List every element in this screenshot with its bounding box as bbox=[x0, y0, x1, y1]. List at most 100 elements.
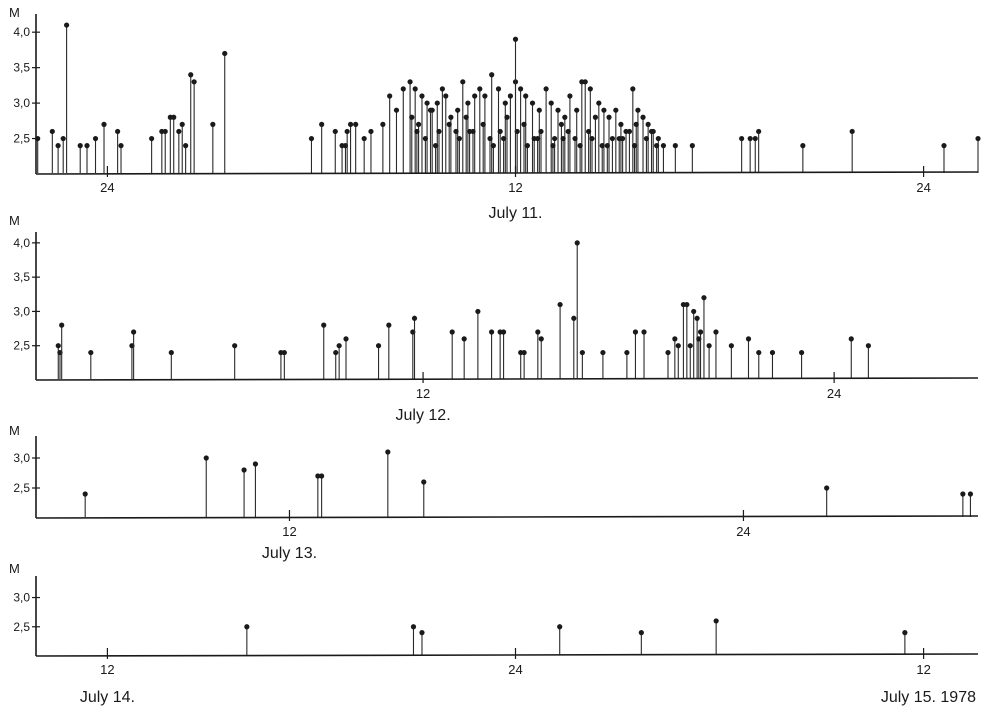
event-marker bbox=[504, 114, 510, 120]
event-marker bbox=[565, 128, 571, 135]
x-axis bbox=[35, 653, 979, 657]
event-marker bbox=[332, 128, 338, 135]
event-marker bbox=[149, 135, 155, 142]
event-marker bbox=[443, 93, 449, 99]
y-tick-label: 2,5 bbox=[13, 132, 30, 146]
event-marker bbox=[552, 135, 558, 142]
event-marker bbox=[967, 491, 974, 497]
stems bbox=[82, 449, 974, 517]
event-marker bbox=[422, 135, 428, 142]
event-marker bbox=[660, 143, 667, 149]
event-marker bbox=[449, 329, 455, 335]
panel-july-11: M 2,5 3,0 3,5 4,0 24 12 24 July 11. bbox=[9, 5, 981, 222]
event-marker bbox=[648, 128, 655, 135]
event-marker bbox=[691, 308, 697, 315]
y-tick-label: 3,0 bbox=[13, 96, 30, 110]
event-marker bbox=[567, 93, 573, 99]
event-marker bbox=[368, 128, 374, 135]
event-marker bbox=[633, 121, 639, 127]
event-marker bbox=[626, 128, 633, 135]
event-marker bbox=[756, 128, 762, 135]
event-marker bbox=[579, 349, 585, 356]
event-marker bbox=[687, 343, 693, 349]
day-label: July 12. bbox=[396, 407, 451, 424]
event-marker bbox=[548, 100, 554, 106]
event-marker bbox=[168, 349, 174, 356]
event-marker bbox=[461, 336, 467, 342]
event-marker bbox=[713, 618, 719, 624]
x-tick-label: 12 bbox=[416, 386, 430, 401]
event-marker bbox=[518, 86, 524, 92]
event-marker bbox=[538, 128, 544, 135]
event-marker bbox=[482, 93, 488, 99]
event-marker bbox=[77, 143, 83, 149]
event-marker bbox=[210, 121, 216, 127]
event-marker bbox=[975, 135, 981, 142]
event-marker bbox=[824, 485, 830, 491]
event-marker bbox=[849, 128, 855, 135]
event-marker bbox=[521, 349, 527, 356]
event-marker bbox=[694, 315, 700, 321]
panel-july-12: M 2,5 3,0 3,5 4,0 12 24 July 12. bbox=[9, 213, 979, 424]
event-marker bbox=[472, 93, 478, 99]
event-marker bbox=[562, 114, 568, 120]
event-marker bbox=[512, 36, 519, 42]
event-marker bbox=[684, 301, 690, 308]
event-marker bbox=[502, 100, 508, 106]
event-marker bbox=[336, 343, 342, 349]
event-marker bbox=[488, 329, 495, 335]
event-marker bbox=[179, 121, 185, 127]
event-marker bbox=[176, 128, 182, 135]
event-marker bbox=[706, 343, 712, 349]
event-marker bbox=[400, 86, 406, 92]
event-marker bbox=[689, 143, 695, 149]
event-marker bbox=[387, 93, 393, 99]
event-marker bbox=[557, 301, 563, 308]
event-marker bbox=[385, 449, 391, 455]
event-marker bbox=[582, 79, 588, 85]
event-marker bbox=[613, 107, 619, 113]
event-marker bbox=[672, 143, 678, 149]
event-marker bbox=[436, 128, 442, 135]
event-marker bbox=[672, 336, 678, 342]
event-marker bbox=[419, 93, 425, 99]
event-marker bbox=[55, 143, 61, 149]
event-marker bbox=[386, 322, 392, 328]
x-axis bbox=[35, 377, 979, 381]
event-marker bbox=[571, 315, 577, 321]
event-marker bbox=[489, 72, 495, 78]
event-marker bbox=[524, 143, 531, 149]
event-marker bbox=[361, 135, 367, 142]
event-marker bbox=[101, 121, 107, 127]
event-marker bbox=[618, 121, 624, 127]
event-marker bbox=[577, 143, 583, 149]
event-marker bbox=[574, 107, 580, 113]
event-marker bbox=[529, 100, 536, 106]
event-marker bbox=[319, 121, 325, 127]
event-marker bbox=[630, 86, 636, 92]
x-tick-label: 24 bbox=[916, 180, 930, 195]
event-marker bbox=[798, 349, 805, 356]
event-marker bbox=[222, 50, 228, 57]
event-marker bbox=[281, 349, 287, 356]
event-marker bbox=[321, 322, 327, 328]
event-marker bbox=[115, 128, 121, 135]
event-marker bbox=[557, 624, 563, 630]
event-marker bbox=[315, 473, 321, 479]
event-marker bbox=[487, 135, 493, 142]
event-marker bbox=[521, 121, 527, 127]
event-marker bbox=[587, 86, 593, 92]
y-ticks: 2,5 3,0 3,5 4,0 bbox=[13, 236, 40, 353]
event-marker bbox=[641, 329, 647, 335]
event-marker bbox=[675, 343, 681, 349]
event-marker bbox=[82, 491, 88, 497]
event-marker bbox=[550, 143, 556, 149]
event-marker bbox=[446, 121, 452, 127]
day-label-july-14: July 14. bbox=[80, 689, 135, 706]
x-tick-label: 12 bbox=[100, 662, 114, 677]
event-marker bbox=[455, 107, 461, 113]
event-marker bbox=[252, 461, 259, 467]
event-marker bbox=[432, 143, 439, 149]
x-tick-label: 24 bbox=[100, 180, 114, 195]
